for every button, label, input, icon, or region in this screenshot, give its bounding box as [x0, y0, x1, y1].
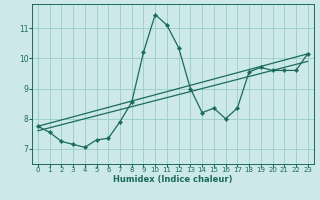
- X-axis label: Humidex (Indice chaleur): Humidex (Indice chaleur): [113, 175, 233, 184]
